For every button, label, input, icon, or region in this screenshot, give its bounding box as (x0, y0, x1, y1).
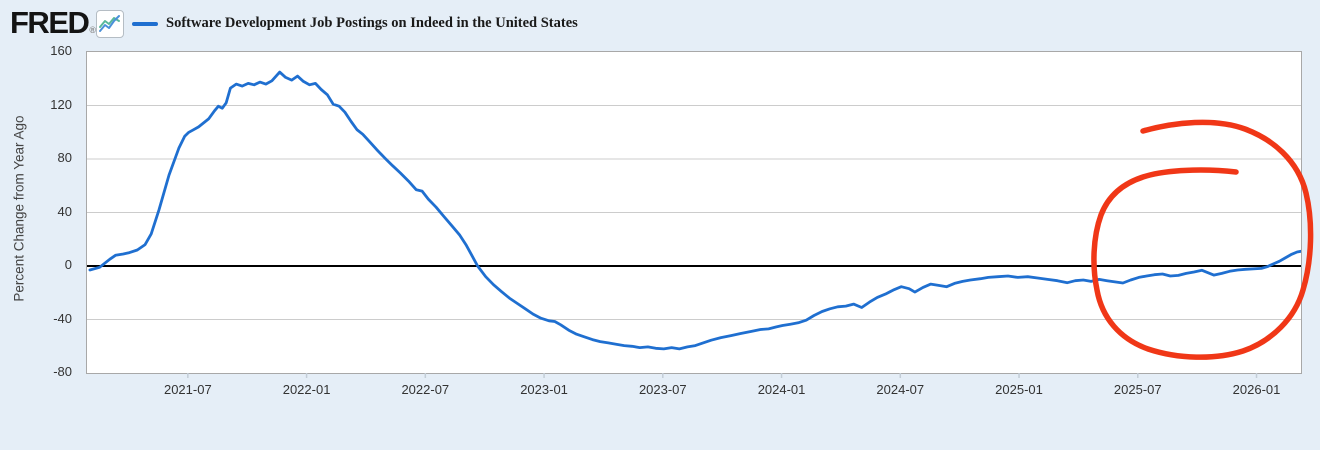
x-tick-label: 2023-07 (638, 382, 687, 397)
y-tick-label: -80 (53, 364, 72, 379)
fred-sparkline-icon[interactable] (96, 10, 124, 38)
plot-area[interactable] (86, 51, 1302, 374)
y-tick-label: 80 (57, 150, 72, 165)
x-tick-label: 2021-07 (163, 382, 212, 397)
y-tick-label: 120 (50, 96, 72, 112)
x-tick-label: 2024-07 (876, 382, 925, 397)
registered-mark: ® (89, 25, 97, 35)
series-line-chart (87, 70, 1301, 351)
series-legend: Software Development Job Postings on Ind… (132, 0, 578, 46)
y-tick-label: 40 (57, 203, 72, 219)
x-tick-label: 2024-01 (757, 382, 806, 397)
data-series-line[interactable] (88, 70, 1301, 351)
x-tick-label: 2022-01 (282, 382, 331, 397)
chart-header: FRED® Software Development Job Postings … (0, 0, 1320, 46)
y-tick-label: 0 (64, 257, 72, 272)
sparkline-glyph (99, 15, 120, 32)
fred-logo-text: FRED (10, 5, 90, 40)
y-tick-label: 160 (50, 43, 72, 58)
x-tick-label: 2022-07 (401, 382, 450, 397)
series-title: Software Development Job Postings on Ind… (166, 14, 578, 31)
x-tick-label: 2023-01 (520, 382, 568, 397)
series-color-key (132, 22, 158, 26)
fred-logo[interactable]: FRED® (10, 5, 96, 41)
x-tick-label: 2025-07 (1113, 382, 1162, 397)
y-tick-label: -40 (53, 310, 72, 326)
x-tick-label: 2025-01 (995, 382, 1043, 397)
x-tick-label: 2026-01 (1232, 382, 1281, 397)
